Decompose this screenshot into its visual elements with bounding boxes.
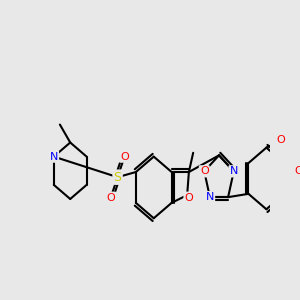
Text: O: O	[120, 152, 129, 162]
Text: O: O	[295, 166, 300, 176]
Text: O: O	[184, 193, 193, 203]
Text: S: S	[114, 171, 122, 184]
Text: N: N	[206, 192, 214, 202]
Text: N: N	[50, 152, 58, 162]
Text: O: O	[106, 193, 115, 203]
Text: O: O	[277, 135, 285, 145]
Text: N: N	[230, 166, 238, 176]
Text: O: O	[200, 166, 208, 176]
